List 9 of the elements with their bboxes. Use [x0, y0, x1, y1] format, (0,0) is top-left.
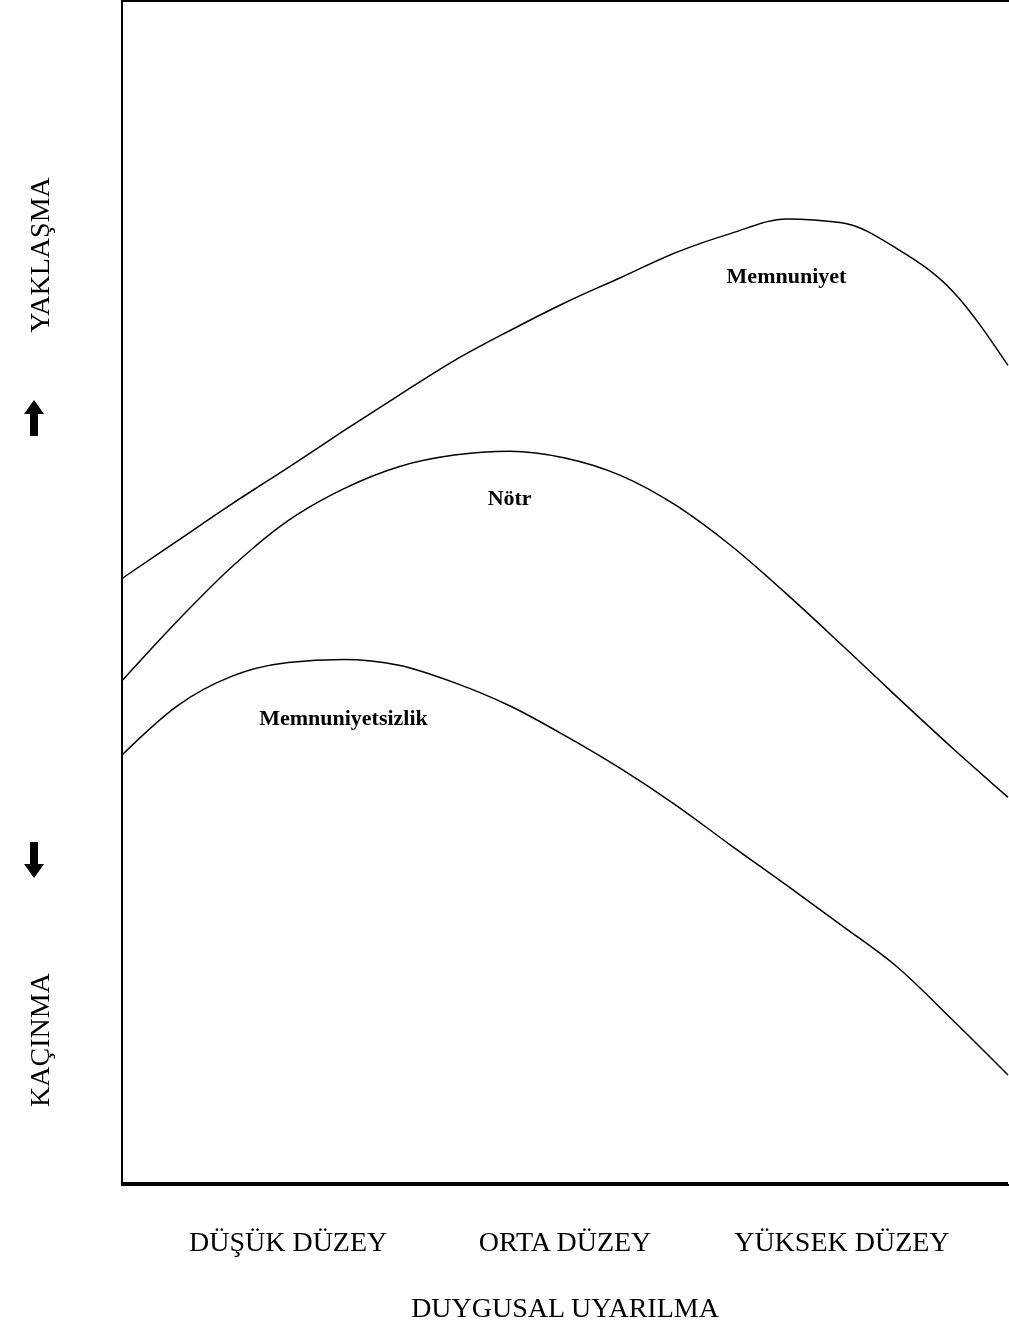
series-label: Memnuniyetsizlik	[259, 705, 429, 731]
x-axis-title: DUYGUSAL UYARILMA	[411, 1292, 720, 1323]
series-label: Nötr	[487, 485, 532, 511]
x-tick-label: ORTA DÜZEY	[478, 1225, 652, 1257]
x-tick-label: DÜŞÜK DÜZEY	[188, 1225, 388, 1257]
x-tick-label: YÜKSEK DÜZEY	[734, 1225, 950, 1257]
series-label: Memnuniyet	[726, 262, 848, 288]
y-axis-title: YAKLAŞMA	[23, 176, 56, 335]
text: KAÇINMA	[23, 972, 56, 1109]
